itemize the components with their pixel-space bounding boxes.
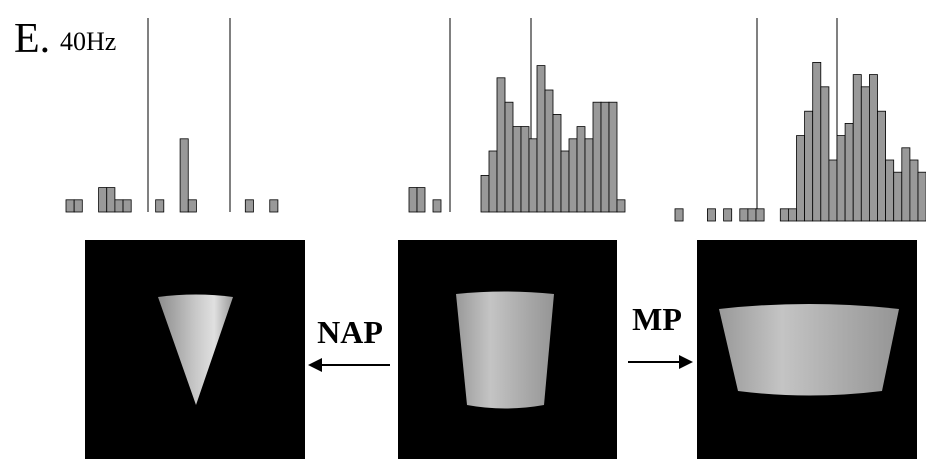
bar — [65, 199, 75, 213]
bar — [520, 126, 530, 213]
bar — [528, 138, 538, 213]
bar — [836, 135, 846, 222]
bar — [755, 208, 765, 222]
bar — [106, 187, 116, 213]
bar — [707, 208, 716, 222]
bar — [98, 187, 108, 213]
arrow-head — [679, 355, 693, 369]
bar — [432, 199, 442, 213]
frequency-label: 40Hz — [60, 27, 116, 56]
bar — [488, 150, 498, 213]
bar — [544, 89, 554, 213]
bar — [512, 126, 522, 213]
bar — [909, 159, 919, 222]
bar — [576, 126, 586, 213]
bar — [674, 208, 684, 222]
bar — [788, 208, 797, 222]
bar — [877, 110, 887, 222]
bar — [893, 171, 903, 222]
bar — [723, 208, 733, 222]
bar — [179, 138, 189, 213]
bar — [820, 86, 830, 222]
bar — [844, 123, 854, 222]
bar — [504, 101, 514, 213]
cone-shape — [158, 294, 233, 405]
bar — [747, 208, 757, 222]
panel-label: E. — [14, 16, 50, 62]
bar — [73, 199, 83, 213]
bar — [917, 171, 926, 222]
bar — [496, 77, 506, 213]
bar — [812, 62, 822, 222]
bar — [416, 187, 426, 213]
bar — [885, 159, 895, 222]
bar — [269, 199, 279, 213]
bar — [584, 138, 594, 213]
bar — [244, 199, 254, 213]
transform-label: NAP — [317, 314, 383, 350]
bar — [187, 199, 197, 213]
bar — [779, 208, 789, 222]
bar — [860, 86, 870, 222]
bar — [739, 208, 749, 222]
bar — [592, 101, 602, 213]
bar — [408, 187, 418, 213]
arrow-head — [308, 358, 322, 372]
bar — [560, 150, 570, 213]
bar — [480, 174, 490, 213]
bar — [114, 199, 124, 213]
bar — [796, 135, 806, 222]
bar — [536, 65, 546, 213]
bar — [852, 74, 862, 222]
bar — [901, 147, 911, 222]
bar — [155, 199, 165, 213]
bowl-shape — [719, 304, 899, 396]
transform-label: MP — [632, 301, 682, 337]
bar — [122, 199, 132, 213]
bar — [828, 159, 838, 222]
bar — [608, 101, 618, 213]
cup-shape — [456, 291, 554, 409]
bar — [568, 138, 578, 213]
histograms — [65, 18, 926, 222]
bar — [552, 114, 562, 213]
bar — [616, 199, 626, 213]
bar — [600, 101, 610, 213]
bar — [804, 110, 814, 222]
bar — [869, 74, 878, 222]
